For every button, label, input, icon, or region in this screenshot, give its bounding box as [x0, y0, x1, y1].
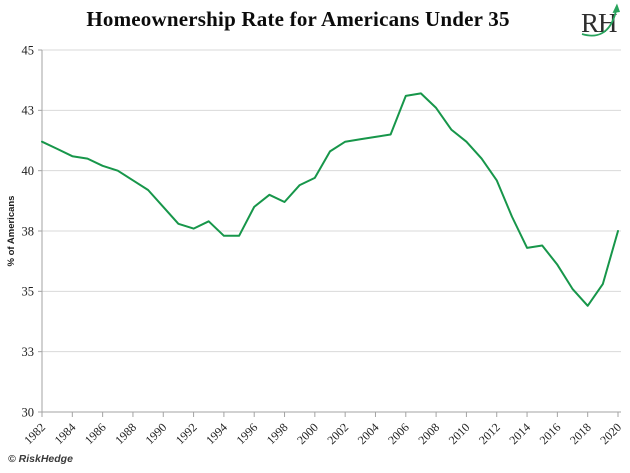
x-tick-label: 2016 [537, 420, 564, 447]
chart-title: Homeownership Rate for Americans Under 3… [86, 7, 510, 31]
x-tick-label: 2018 [567, 420, 594, 447]
x-tick-label: 2008 [415, 420, 442, 447]
y-tick-label: 45 [22, 43, 35, 57]
x-tick-label: 1982 [21, 420, 48, 447]
riskhedge-logo: RH [579, 2, 627, 44]
x-tick-label: 1990 [143, 420, 170, 447]
x-tick-label: 2000 [294, 420, 321, 447]
y-tick-label: 40 [22, 164, 35, 178]
x-tick-label: 2012 [476, 420, 503, 447]
x-tick-label: 1998 [264, 420, 291, 447]
y-tick-label: 33 [22, 345, 35, 359]
x-tick-label: 2006 [385, 420, 412, 447]
x-tick-label: 2014 [506, 420, 533, 447]
y-tick-label: 38 [22, 224, 35, 238]
x-tick-label: 2002 [324, 420, 351, 447]
x-tick-label: 1992 [173, 420, 200, 447]
x-tick-label: 2004 [355, 420, 382, 447]
x-tick-label: 2020 [597, 420, 624, 447]
y-tick-label: 30 [22, 405, 35, 419]
x-tick-label: 1994 [203, 420, 230, 447]
x-tick-label: 1986 [82, 420, 109, 447]
copyright-label: © RiskHedge [8, 453, 73, 465]
y-axis-title: % of Americans [6, 196, 17, 267]
homeownership-rate-line [41, 92, 619, 307]
x-tick-label: 1984 [52, 420, 79, 447]
growth-arrow-icon [581, 3, 620, 37]
x-tick-label: 1996 [233, 420, 260, 447]
y-tick-label: 35 [22, 285, 35, 299]
y-tick-label: 43 [22, 104, 35, 118]
x-tick-label: 1988 [112, 420, 139, 447]
x-tick-label: 2010 [446, 420, 473, 447]
